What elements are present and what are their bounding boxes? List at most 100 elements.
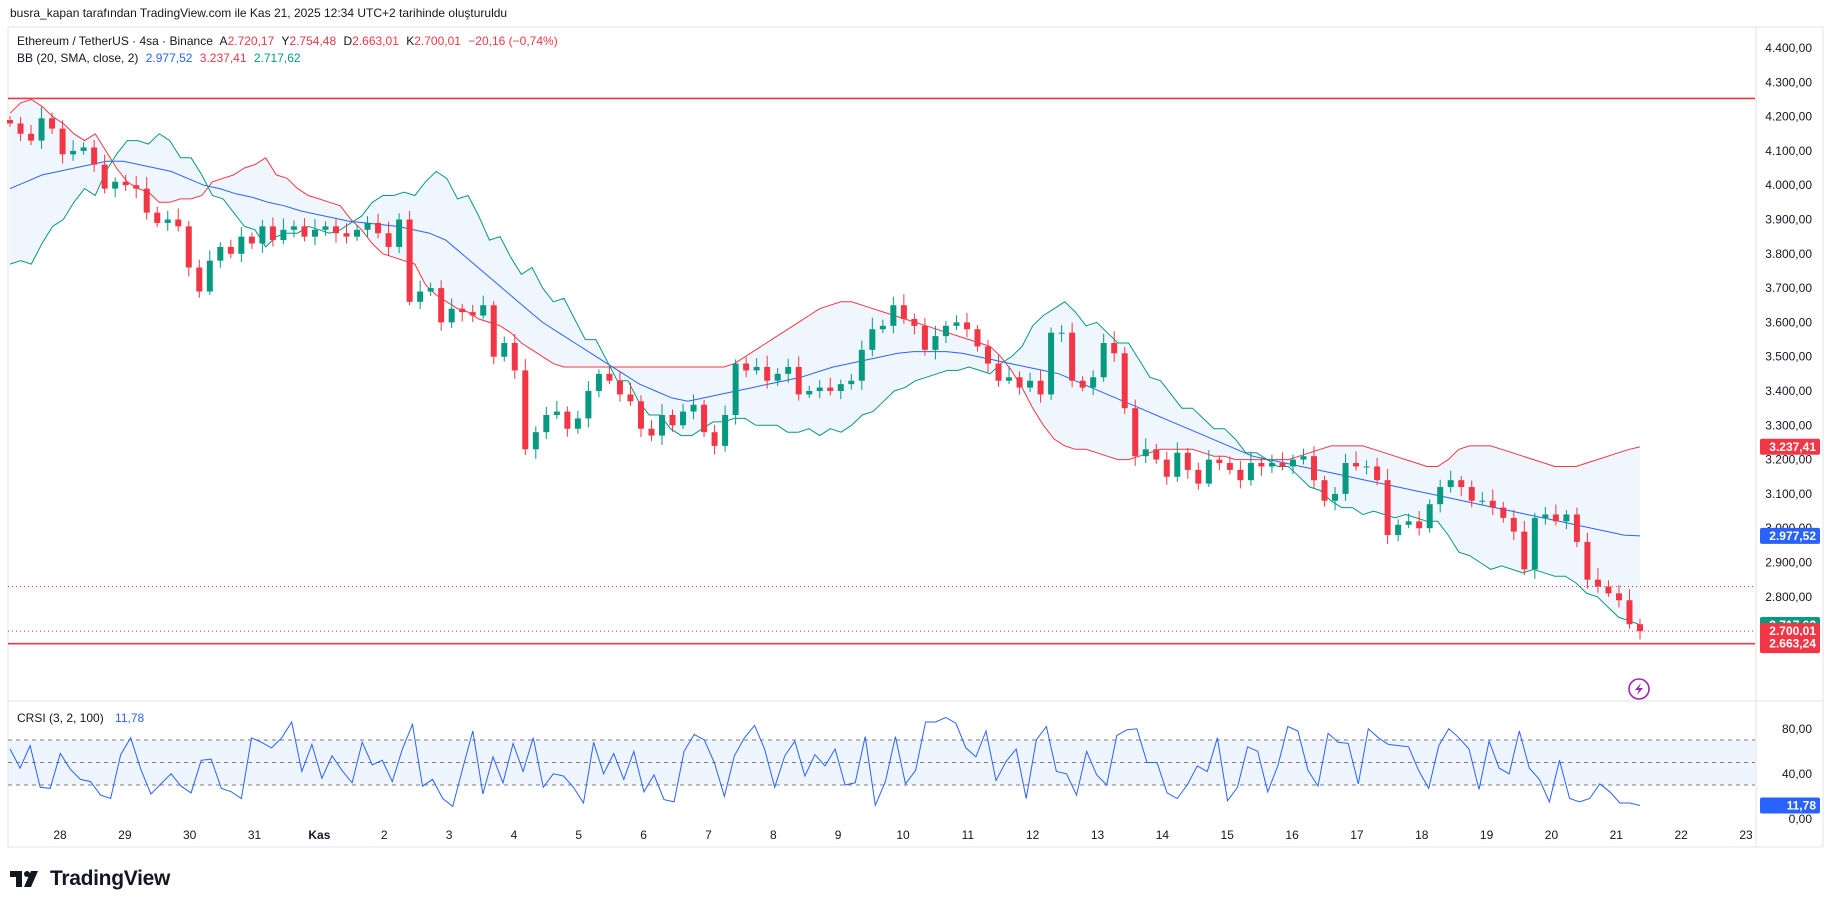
candle[interactable] bbox=[7, 115, 13, 127]
candle[interactable] bbox=[1069, 322, 1076, 388]
candle[interactable] bbox=[17, 116, 24, 141]
candle[interactable] bbox=[448, 298, 455, 328]
candle[interactable] bbox=[1300, 448, 1307, 465]
candle[interactable] bbox=[837, 379, 844, 400]
candle[interactable] bbox=[1037, 370, 1044, 403]
candle[interactable] bbox=[585, 381, 592, 428]
candle[interactable] bbox=[511, 334, 518, 379]
candle[interactable] bbox=[1016, 371, 1023, 395]
candle[interactable] bbox=[848, 373, 855, 390]
candle[interactable] bbox=[774, 368, 781, 386]
candle[interactable] bbox=[185, 220, 192, 277]
candle[interactable] bbox=[1426, 499, 1433, 533]
candle[interactable] bbox=[785, 358, 792, 383]
candle[interactable] bbox=[1132, 399, 1139, 466]
candle[interactable] bbox=[1006, 365, 1013, 385]
candle[interactable] bbox=[38, 106, 45, 149]
tradingview-logo[interactable]: TradingView bbox=[10, 866, 170, 892]
candle[interactable] bbox=[564, 406, 571, 437]
candle[interactable] bbox=[290, 220, 297, 238]
candle[interactable] bbox=[1205, 449, 1212, 488]
candle[interactable] bbox=[375, 213, 382, 239]
candle[interactable] bbox=[1489, 489, 1496, 516]
time-axis[interactable]: 28 29 30 31 Kas 2 3 4 5 6 7 8 9 10 11 12 13 14 15 16 17 18 19 2… bbox=[53, 828, 1753, 842]
candle[interactable] bbox=[764, 355, 771, 389]
candle[interactable] bbox=[816, 380, 823, 399]
candle[interactable] bbox=[280, 218, 287, 244]
candle[interactable] bbox=[1247, 451, 1254, 486]
candle[interactable] bbox=[627, 382, 634, 406]
candle[interactable] bbox=[1605, 580, 1612, 597]
candle[interactable] bbox=[1521, 520, 1528, 576]
candle[interactable] bbox=[711, 424, 718, 455]
candle[interactable] bbox=[1163, 451, 1170, 485]
candle[interactable] bbox=[1342, 453, 1349, 501]
candle[interactable] bbox=[1142, 438, 1149, 464]
candle[interactable] bbox=[364, 216, 371, 238]
symbol-title[interactable]: Ethereum / TetherUS · 4sa · Binance bbox=[17, 34, 213, 48]
crsi-label[interactable]: CRSI (3, 2, 100) bbox=[17, 711, 104, 725]
bb-label[interactable]: BB (20, SMA, close, 2) bbox=[17, 51, 139, 65]
candle[interactable] bbox=[553, 400, 560, 420]
candle[interactable] bbox=[259, 219, 266, 253]
candle[interactable] bbox=[669, 409, 676, 432]
candle[interactable] bbox=[659, 404, 665, 445]
candle[interactable] bbox=[1626, 589, 1633, 629]
candle[interactable] bbox=[1268, 454, 1275, 473]
candle[interactable] bbox=[1563, 510, 1570, 530]
candle[interactable] bbox=[143, 176, 150, 220]
candle[interactable] bbox=[175, 208, 182, 232]
candle[interactable] bbox=[1573, 507, 1580, 548]
candle[interactable] bbox=[900, 294, 907, 324]
candle[interactable] bbox=[1615, 584, 1622, 608]
symbol-legend[interactable]: Ethereum / TetherUS · 4sa · Binance A2.7… bbox=[17, 34, 558, 48]
candle[interactable] bbox=[1321, 475, 1328, 507]
candle[interactable] bbox=[1311, 446, 1317, 489]
candle[interactable] bbox=[101, 154, 108, 194]
candle[interactable] bbox=[217, 242, 224, 268]
candle[interactable] bbox=[701, 399, 708, 437]
candle[interactable] bbox=[963, 312, 970, 338]
candle[interactable] bbox=[80, 142, 87, 155]
candle[interactable] bbox=[606, 366, 613, 385]
candle[interactable] bbox=[196, 259, 203, 298]
candle[interactable] bbox=[227, 239, 234, 259]
candle[interactable] bbox=[595, 369, 602, 398]
candle[interactable] bbox=[438, 280, 445, 331]
candle[interactable] bbox=[690, 394, 697, 420]
candle[interactable] bbox=[1237, 460, 1244, 489]
candle[interactable] bbox=[417, 280, 424, 310]
candle[interactable] bbox=[1332, 487, 1339, 511]
candle[interactable] bbox=[1594, 567, 1601, 593]
candle[interactable] bbox=[995, 354, 1002, 387]
crsi-legend[interactable]: CRSI (3, 2, 100) 11,78 bbox=[17, 711, 144, 725]
candle[interactable] bbox=[133, 175, 140, 199]
candle[interactable] bbox=[722, 405, 729, 452]
candle[interactable] bbox=[1027, 372, 1034, 393]
candle[interactable] bbox=[49, 112, 56, 135]
candle[interactable] bbox=[1153, 443, 1160, 464]
candle[interactable] bbox=[1637, 618, 1643, 640]
candle[interactable] bbox=[911, 313, 918, 335]
candle[interactable] bbox=[1184, 447, 1191, 479]
candle[interactable] bbox=[827, 377, 834, 396]
candle[interactable] bbox=[1437, 479, 1444, 513]
candle[interactable] bbox=[921, 317, 928, 356]
candle[interactable] bbox=[343, 223, 350, 244]
candle[interactable] bbox=[1363, 460, 1370, 475]
candle[interactable] bbox=[1479, 491, 1486, 505]
candle[interactable] bbox=[1174, 442, 1181, 482]
candle[interactable] bbox=[1405, 513, 1412, 529]
candle[interactable] bbox=[1542, 506, 1549, 525]
candle[interactable] bbox=[238, 227, 245, 263]
candle[interactable] bbox=[795, 356, 802, 401]
candle[interactable] bbox=[890, 296, 897, 334]
candle[interactable] bbox=[28, 124, 35, 146]
candle[interactable] bbox=[1458, 476, 1465, 497]
candle[interactable] bbox=[753, 358, 760, 375]
candle[interactable] bbox=[480, 295, 487, 320]
candle[interactable] bbox=[311, 219, 318, 246]
candle[interactable] bbox=[59, 120, 66, 164]
candle[interactable] bbox=[879, 319, 886, 334]
